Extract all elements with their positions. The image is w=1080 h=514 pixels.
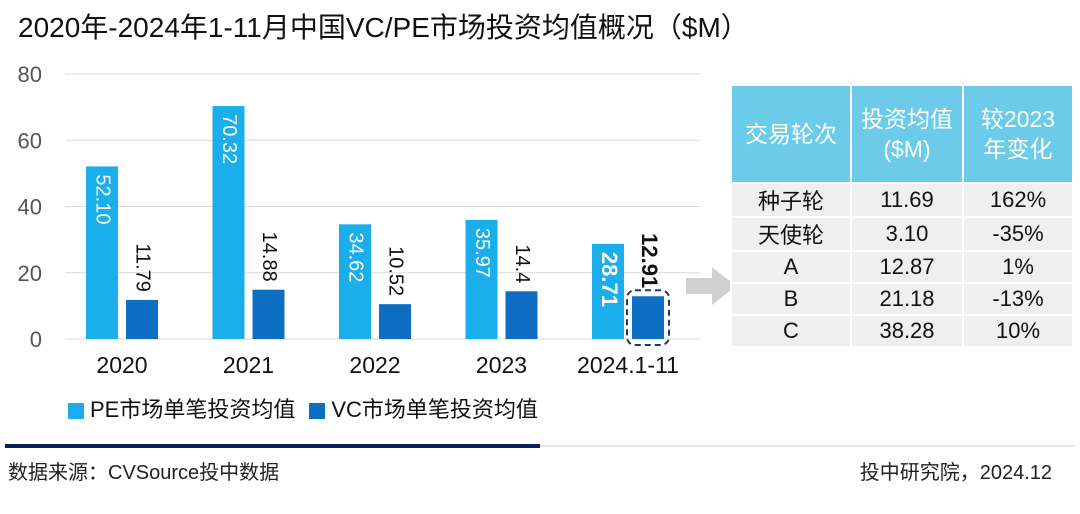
bar-pe xyxy=(592,243,624,339)
bar-vc xyxy=(126,299,158,339)
legend-item-pe: PE市场单笔投资均值 xyxy=(68,392,295,424)
x-tick-label: 2022 xyxy=(349,352,400,378)
header-avg-label: 投资均值($M) xyxy=(861,106,953,162)
bar-vc xyxy=(252,289,285,339)
bar-vc xyxy=(379,304,411,339)
bar-pe xyxy=(339,224,371,339)
data-label: 11.79 xyxy=(132,243,154,292)
table-row: B 21.18 -13% xyxy=(730,282,1074,316)
header-round: 交易轮次 xyxy=(730,84,852,184)
table-cell: -35% xyxy=(962,216,1074,252)
data-label: 28.71 xyxy=(597,252,622,307)
table-row: C 38.28 10% xyxy=(730,314,1074,348)
data-label: 70.32 xyxy=(218,114,240,164)
credit-note: 投中研究院，2024.12 xyxy=(859,462,1052,484)
table-cell: 1% xyxy=(962,250,1074,284)
table-row: A 12.87 1% xyxy=(730,250,1074,284)
bar-pe xyxy=(86,166,118,339)
y-tick-label: 20 xyxy=(18,261,42,286)
data-label: 35.97 xyxy=(471,228,493,278)
header-change-label: 较2023年变化 xyxy=(980,106,1056,162)
y-tick-label: 60 xyxy=(18,128,42,153)
table-cell: 天使轮 xyxy=(730,216,852,252)
bar-vc xyxy=(505,291,538,339)
bar-vc xyxy=(632,296,664,339)
table-cell: 种子轮 xyxy=(730,182,852,218)
table-cell: 38.28 xyxy=(850,314,964,348)
bar-pe xyxy=(465,219,498,339)
arrow-icon xyxy=(686,267,736,305)
legend-label: VC市场单笔投资均值 xyxy=(331,397,538,422)
bar-pe xyxy=(212,106,245,339)
table-cell: 11.69 xyxy=(850,182,964,218)
x-tick-label: 2023 xyxy=(476,352,527,378)
legend-item-vc: VC市场单笔投资均值 xyxy=(309,392,538,424)
table-cell: 162% xyxy=(962,182,1074,218)
y-tick-label: 80 xyxy=(18,62,42,87)
legend-label: PE市场单笔投资均值 xyxy=(90,397,296,422)
round-table: 交易轮次 投资均值($M) 较2023年变化 种子轮 11.69 162% 天使轮 3.… xyxy=(730,84,1074,348)
highlight-box xyxy=(626,289,670,346)
y-tick-label: 40 xyxy=(18,195,42,220)
x-tick-label: 2024.1-11 xyxy=(577,352,679,378)
y-tick-label: 0 xyxy=(30,327,42,352)
table-cell: 3.10 xyxy=(850,216,964,252)
chart-title: 2020年-2024年1-11月中国VC/PE市场投资均值概况（$M） xyxy=(18,12,749,43)
data-label: 10.52 xyxy=(385,246,407,296)
data-label: 14.88 xyxy=(258,232,280,282)
x-tick-label: 2021 xyxy=(223,352,274,378)
x-tick-label: 2020 xyxy=(96,352,147,378)
data-label: 52.10 xyxy=(92,174,114,224)
header-change: 较2023年变化 xyxy=(962,84,1074,184)
table-row: 种子轮 11.69 162% xyxy=(730,182,1074,218)
data-label: 12.91 xyxy=(637,233,662,288)
table-cell: -13% xyxy=(962,282,1074,316)
table-cell: B xyxy=(730,282,852,316)
legend: PE市场单笔投资均值 VC市场单笔投资均值 xyxy=(68,392,538,424)
table-cell: C xyxy=(730,314,852,348)
table-cell: A xyxy=(730,250,852,284)
data-label: 34.62 xyxy=(345,232,367,282)
data-label: 14.4 xyxy=(511,244,533,283)
table-cell: 12.87 xyxy=(850,250,964,284)
table-row: 天使轮 3.10 -35% xyxy=(730,216,1074,252)
table-cell: 21.18 xyxy=(850,282,964,316)
header-avg: 投资均值($M) xyxy=(850,84,964,184)
table-cell: 10% xyxy=(962,314,1074,348)
source-note: 数据来源：CVSource投中数据 xyxy=(8,462,280,484)
